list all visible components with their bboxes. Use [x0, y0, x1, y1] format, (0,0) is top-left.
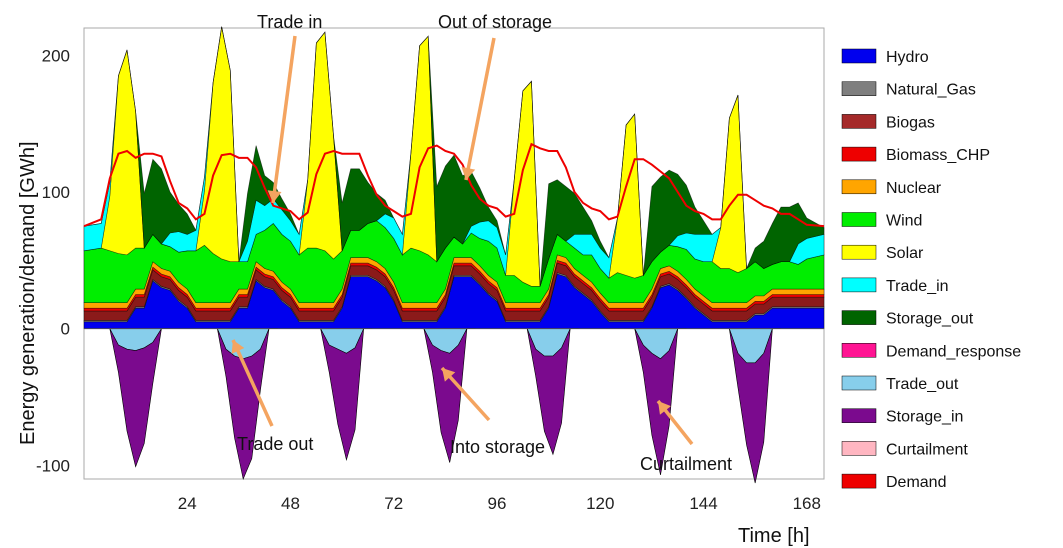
annotation-label: Into storage [450, 437, 545, 457]
legend-label: Biomass_CHP [886, 147, 990, 164]
area-storage-in-6 [729, 328, 781, 484]
y-tick-label: 100 [42, 183, 70, 202]
legend-swatch [841, 146, 877, 162]
legend-swatch [841, 408, 877, 423]
annotation-label: Curtailment [640, 454, 732, 474]
legend-swatch [841, 277, 877, 293]
legend-swatch [841, 48, 877, 64]
annotation-arrow [271, 35, 297, 204]
legend-swatch [841, 114, 877, 129]
x-axis-title: Time [h] [738, 525, 810, 547]
legend-label: Solar [886, 245, 924, 262]
annotation-arrow [464, 37, 496, 181]
area-storage-in-0 [109, 328, 171, 468]
x-ticks: 24 48 72 96 120 144 168 [178, 494, 821, 513]
legend-label: Biogas [886, 114, 935, 131]
annotation-arrowhead [231, 340, 245, 354]
area-storage-in-2 [320, 328, 373, 462]
area-storage-in-1 [217, 328, 278, 481]
legend-label: Demand [886, 474, 946, 491]
legend: Hydro Natural_Gas Biogas Biomass_CHP Nuclear… [841, 48, 1021, 491]
x-tick-label: 144 [689, 494, 717, 513]
legend-swatch [841, 375, 877, 391]
legend-swatch [841, 310, 877, 325]
y-tick-label: 0 [61, 320, 70, 339]
x-tick-label: 120 [586, 494, 614, 513]
legend-label: Trade_in [886, 278, 949, 295]
area-storage-in-4 [526, 328, 579, 456]
legend-swatch [841, 473, 877, 489]
annotation-label: Out of storage [438, 12, 552, 32]
demand-line-group [83, 142, 825, 228]
stacked-areas [83, 26, 825, 329]
legend-swatch [841, 212, 877, 227]
annotation-label: Trade out [237, 434, 313, 454]
legend-swatch [841, 244, 877, 260]
annotation-label: Trade in [257, 12, 322, 32]
x-tick-label: 168 [793, 494, 821, 513]
legend-label: Natural_Gas [886, 82, 976, 99]
x-tick-label: 72 [384, 494, 403, 513]
demand-line [83, 142, 825, 228]
legend-label: Trade_out [886, 376, 959, 393]
x-tick-label: 24 [178, 494, 197, 513]
y-tick-label: 200 [42, 46, 70, 65]
legend-label: Wind [886, 213, 922, 230]
legend-swatch [841, 81, 877, 96]
y-axis-title: Energy generation/demand [GWh] [17, 141, 39, 445]
annotation-arrowhead [442, 368, 456, 382]
legend-swatch [841, 343, 877, 358]
y-ticks: -100 0 100 200 [36, 46, 70, 475]
legend-label: Storage_out [886, 311, 974, 328]
y-tick-label: -100 [36, 456, 70, 475]
annotation-arrowhead [658, 401, 671, 415]
legend-label: Curtailment [886, 441, 968, 458]
legend-label: Demand_response [886, 343, 1021, 360]
annotation-arrow [231, 339, 274, 427]
legend-label: Hydro [886, 49, 929, 66]
annotations: Trade in Out of storage Trade out Into stor… [231, 12, 732, 474]
x-tick-label: 48 [281, 494, 300, 513]
legend-label: Storage_in [886, 409, 963, 426]
area-storage-out [83, 26, 825, 287]
annotation-arrowhead [461, 166, 476, 180]
legend-swatch [841, 441, 877, 456]
area-storage-in-3 [423, 328, 476, 463]
x-tick-label: 96 [488, 494, 507, 513]
legend-label: Nuclear [886, 180, 942, 197]
annotation-arrowhead [267, 190, 282, 203]
legend-swatch [841, 179, 877, 195]
